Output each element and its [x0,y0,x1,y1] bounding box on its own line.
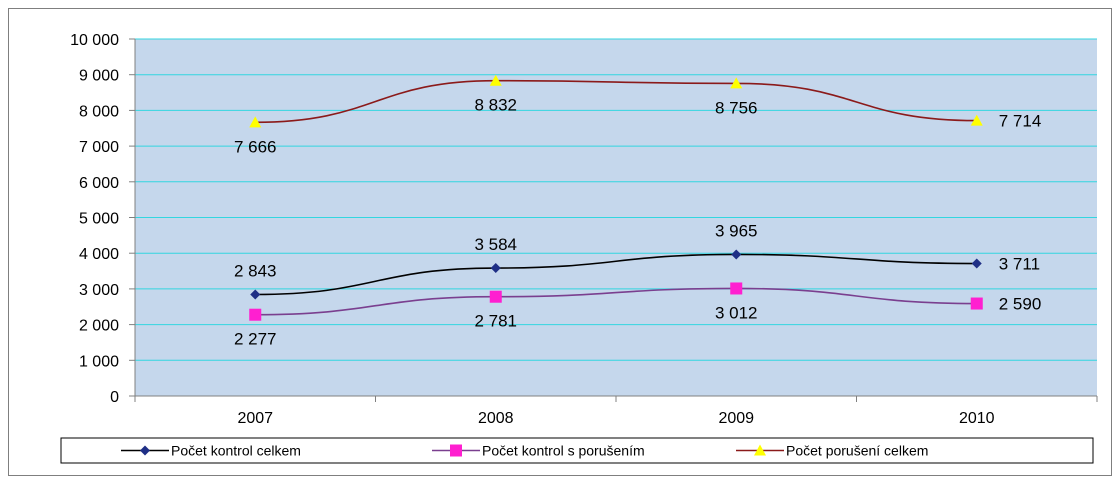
legend: Počet kontrol celkem Počet kontrol s poru… [60,437,1094,464]
diamond-marker [250,289,261,300]
series-lines [255,79,977,316]
legend-box [60,437,1094,464]
diamond-marker [140,445,150,456]
legend-label: Počet porušení celkem [786,443,928,459]
y-tick-label: 6 000 [79,175,119,192]
diamond-marker [490,263,501,274]
data-label: 2 277 [234,330,277,349]
square-marker [730,282,743,295]
data-label: 8 756 [715,98,758,117]
data-label: 2 781 [474,312,517,331]
x-tick-label: 2010 [959,410,995,427]
data-label: 2 843 [234,262,277,281]
y-tick-label: 7 000 [79,139,119,156]
legend-entry: Počet kontrol celkem [121,443,301,459]
data-label: 3 584 [474,235,517,254]
data-labels: 2 843 3 584 3 965 3 711 2 277 2 781 3 012 2 590… [234,96,1041,349]
y-tick-label: 1 000 [79,353,119,370]
triangle-marker [970,114,983,126]
x-tick-label: 2008 [478,410,514,427]
y-tick-label: 4 000 [79,246,119,263]
data-label: 8 832 [474,96,517,115]
diamond-marker [731,249,742,260]
axes: 0 1 000 2 000 3 000 4 000 5 000 6 000 7 000 8 00… [70,32,1098,427]
y-tick-label: 9 000 [79,68,119,85]
line-chart: 0 1 000 2 000 3 000 4 000 5 000 6 000 7 000 8 00… [60,32,1098,464]
x-tick-label: 2007 [237,410,273,427]
series-line [255,253,977,296]
triangle-marker [249,116,262,128]
legend-label: Počet kontrol s porušením [482,443,645,459]
y-tick-label: 3 000 [79,282,119,299]
series-line [255,287,977,316]
square-marker [249,308,262,321]
square-marker [450,444,462,457]
data-label: 3 965 [715,221,758,240]
triangle-marker [754,444,766,456]
y-tick-label: 5 000 [79,211,119,228]
triangle-marker [489,74,502,86]
data-label: 3 711 [999,255,1040,274]
legend-entry: Počet porušení celkem [736,443,928,459]
x-tick-label: 2009 [718,410,754,427]
data-label: 7 666 [234,137,277,156]
data-label: 7 714 [999,112,1042,131]
triangle-marker [730,77,743,89]
y-tick-label: 10 000 [70,32,119,49]
legend-entry: Počet kontrol s porušením [432,443,645,459]
y-tick-label: 2 000 [79,318,119,335]
legend-label: Počet kontrol celkem [171,443,301,459]
square-marker [970,297,983,310]
y-tick-label: 8 000 [79,103,119,120]
series-line [255,79,977,124]
series-markers [249,74,983,321]
data-label: 3 012 [715,303,758,322]
diamond-marker [971,258,982,269]
chart-frame: 0 1 000 2 000 3 000 4 000 5 000 6 000 7 000 8 00… [8,8,1112,476]
square-marker [489,290,502,303]
y-tick-label: 0 [110,389,119,406]
data-label: 2 590 [999,295,1042,314]
gridlines [135,38,1097,361]
